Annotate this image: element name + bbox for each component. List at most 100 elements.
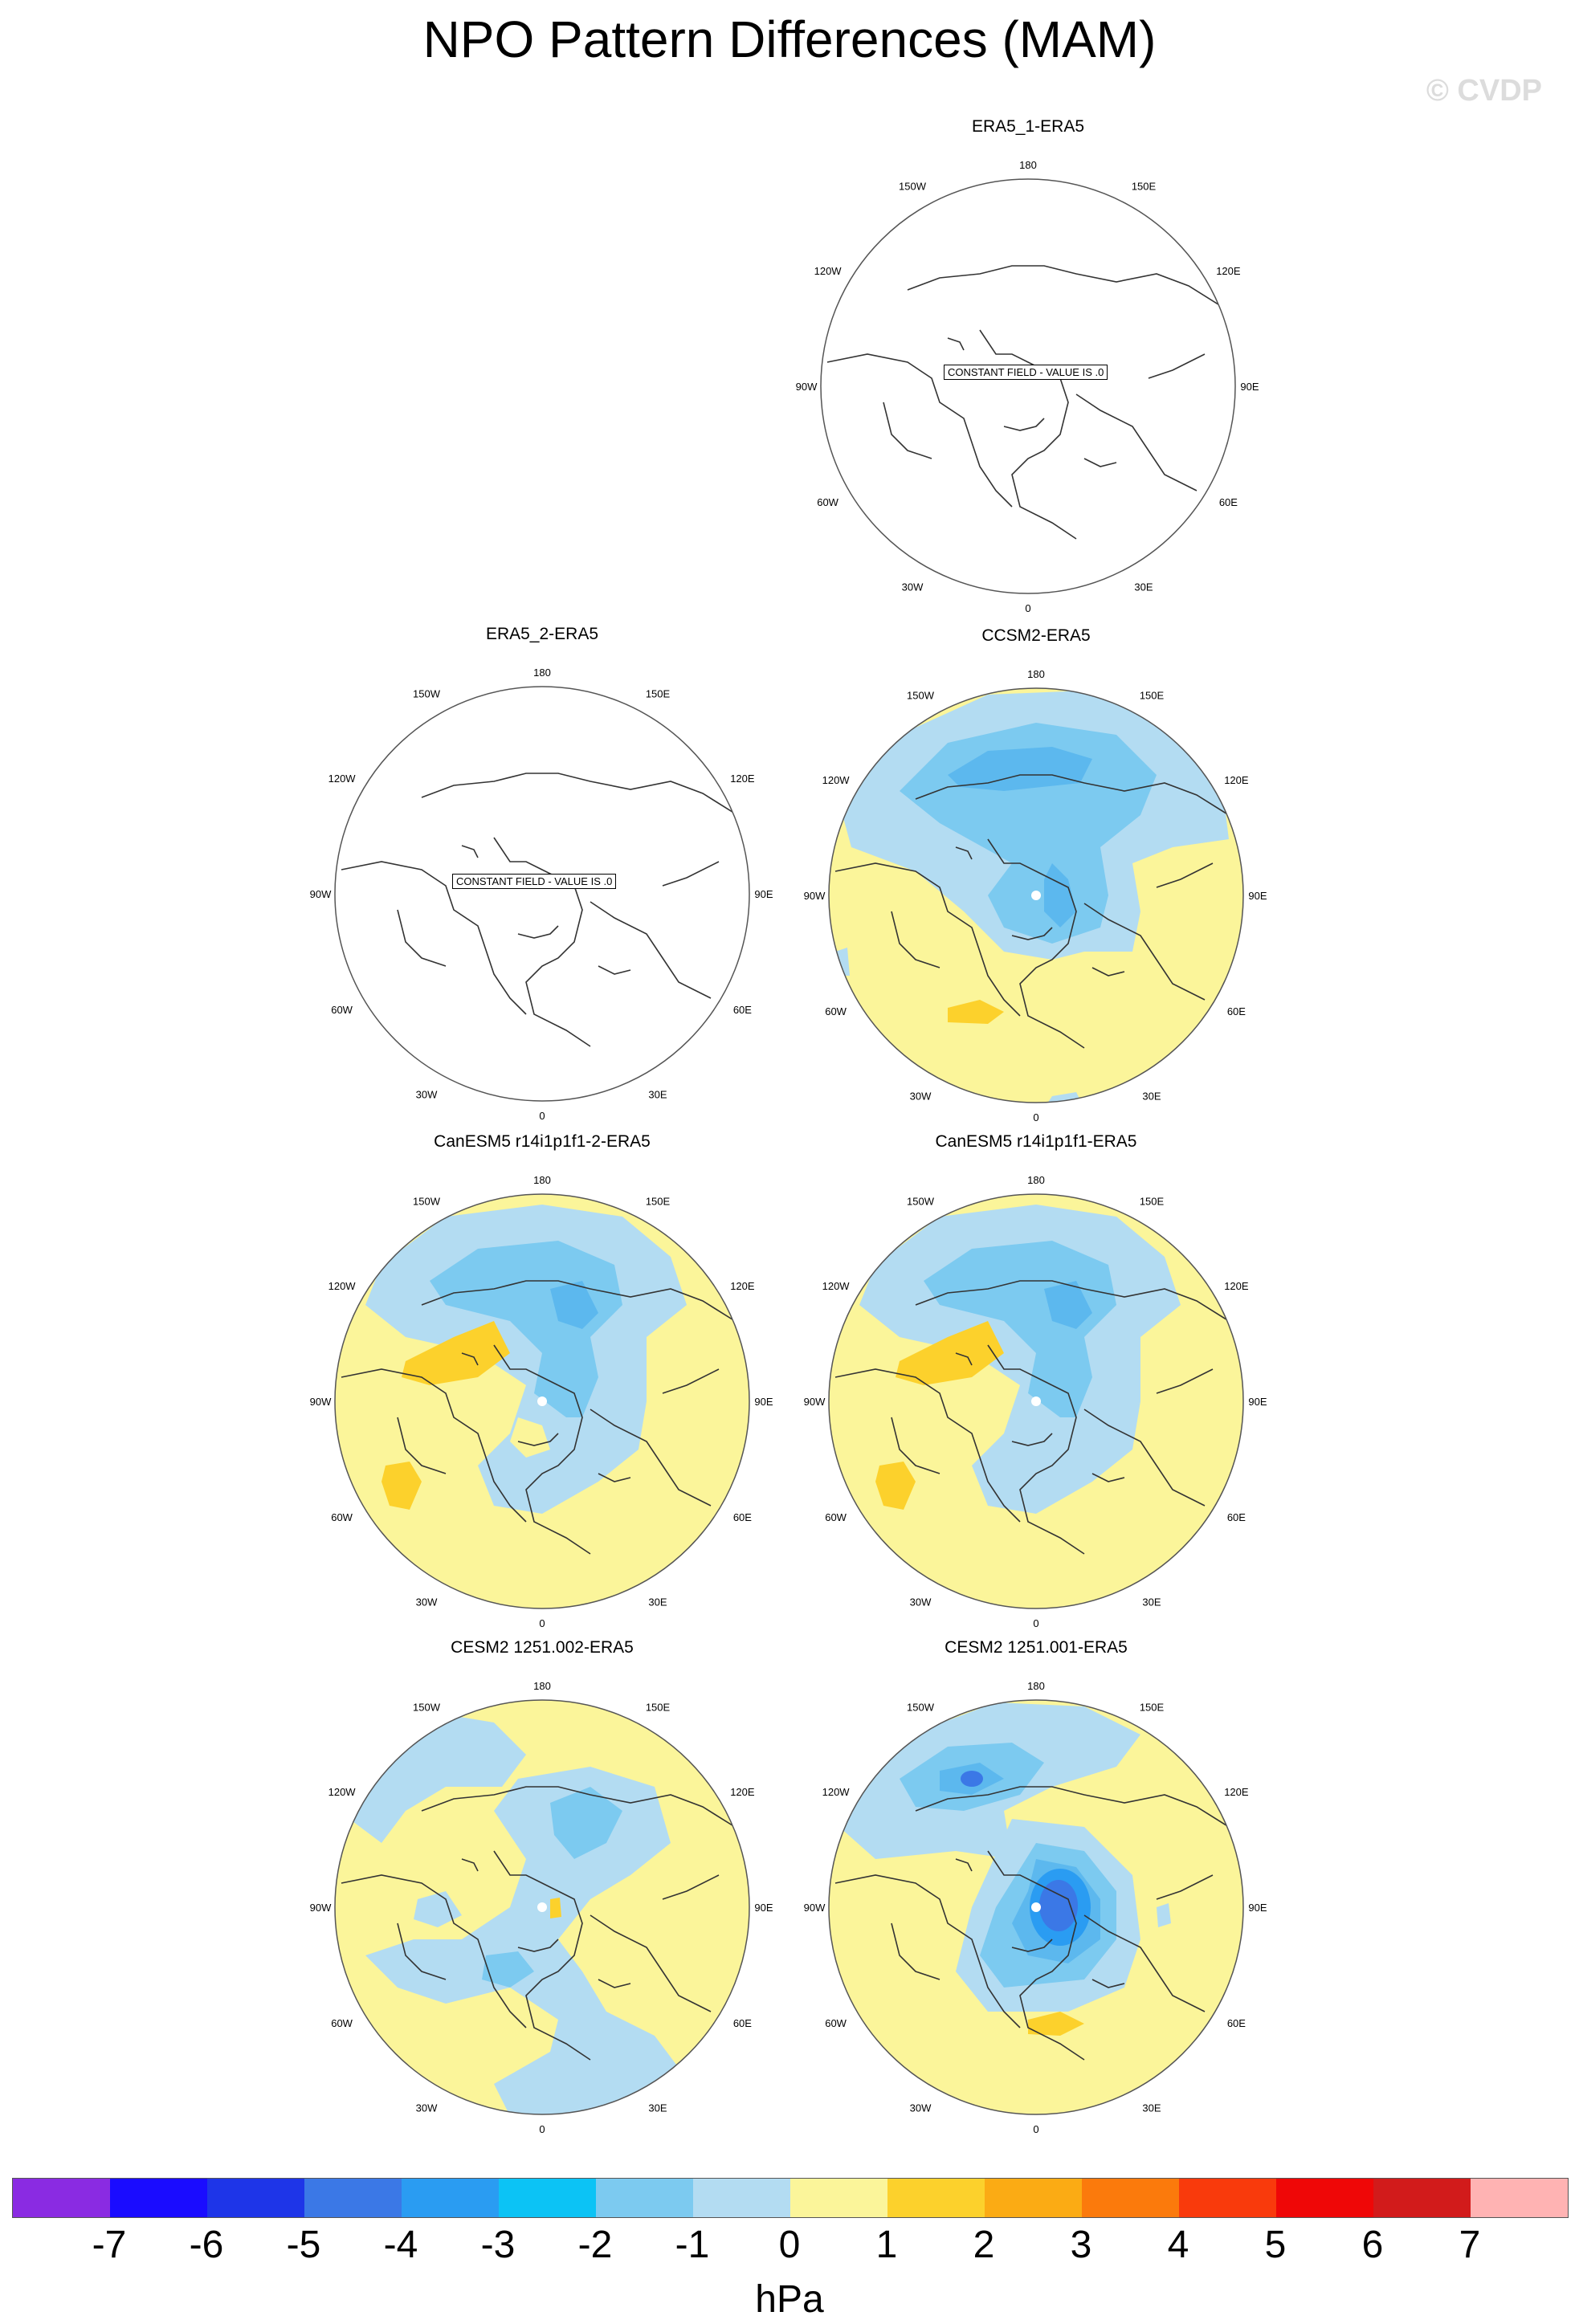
field-layer bbox=[335, 1700, 749, 2114]
panel-cesm2-002: CESM2 1251.002-ERA5 180 150E 120E 90E 60E 30E… bbox=[293, 1638, 791, 2160]
pole-marker bbox=[537, 1396, 547, 1406]
colorbar-tick-label: 1 bbox=[875, 2224, 898, 2266]
field-layer bbox=[335, 1194, 749, 1608]
longitude-label: 0 bbox=[1033, 2123, 1038, 2135]
longitude-label: 90W bbox=[310, 1902, 332, 1914]
longitude-label: 150E bbox=[646, 688, 671, 700]
longitude-label: 30W bbox=[416, 1088, 438, 1100]
coastline bbox=[341, 1874, 527, 2028]
longitude-label: 30E bbox=[648, 1596, 667, 1608]
longitude-label: 120E bbox=[1216, 265, 1241, 277]
field-layer bbox=[829, 1700, 1243, 2114]
longitude-label: 90W bbox=[804, 1396, 826, 1408]
constant-field-label: CONSTANT FIELD - VALUE IS .0 bbox=[452, 874, 617, 889]
coastline bbox=[421, 1786, 736, 1828]
longitude-label: 30E bbox=[1142, 2102, 1161, 2114]
coastline bbox=[915, 1786, 1230, 1828]
colorbar-segment bbox=[1471, 2179, 1568, 2217]
coastline bbox=[834, 1368, 1021, 1523]
coastline bbox=[421, 1280, 736, 1322]
colorbar-segment bbox=[985, 2179, 1082, 2217]
colorbar-segment bbox=[596, 2179, 693, 2217]
panel-canesm5: CanESM5 r14i1p1f1-ERA5 180 150E 120E 90E 60E… bbox=[787, 1132, 1285, 1654]
longitude-label: 120W bbox=[822, 1280, 851, 1292]
coastline bbox=[341, 861, 527, 1015]
longitude-label: 150W bbox=[413, 688, 441, 700]
colorbar-segment bbox=[304, 2179, 402, 2217]
longitude-label: 150E bbox=[646, 1196, 671, 1208]
longitude-label: 30W bbox=[416, 2102, 438, 2114]
coastline bbox=[525, 877, 591, 1047]
panel-era5-2: ERA5_2-ERA5 180 150E 120E 90E 60E 30E 0 30W 60W 9… bbox=[293, 625, 791, 1147]
longitude-label: 60E bbox=[1227, 1511, 1246, 1523]
colorbar-tick-label: 3 bbox=[1070, 2224, 1092, 2266]
contour-fill-neg3 bbox=[550, 1281, 598, 1329]
coastline bbox=[1019, 1890, 1085, 2061]
contour-fill-pos2 bbox=[381, 1462, 422, 1510]
coastline bbox=[1091, 967, 1125, 976]
contour-fill-neg2 bbox=[550, 1787, 622, 1859]
colorbar-segment bbox=[402, 2179, 499, 2217]
longitude-label: 90E bbox=[754, 888, 773, 900]
panel-cesm2-001: CESM2 1251.001-ERA5 180 150E 120E 90E 60E 30E… bbox=[787, 1638, 1285, 2160]
coastline bbox=[590, 1914, 712, 2012]
longitude-label: 90W bbox=[804, 1902, 826, 1914]
contour-fill-neg1 bbox=[365, 1767, 679, 2114]
colorbar-segment bbox=[1082, 2179, 1179, 2217]
longitude-label: 150W bbox=[907, 690, 935, 702]
longitude-label: 150E bbox=[1132, 181, 1157, 193]
colorbar-tick-label: -4 bbox=[383, 2224, 418, 2266]
coastline bbox=[1148, 353, 1206, 379]
colorbar-tick-label: -3 bbox=[480, 2224, 516, 2266]
longitude-label: 120E bbox=[1224, 1786, 1249, 1798]
coastline bbox=[525, 1890, 591, 2061]
map-boundary bbox=[820, 178, 1236, 594]
contour-fill-pos2 bbox=[948, 1000, 1004, 1024]
polar-map: 180 150E 120E 90E 60E 30E 0 30W 60W 90W 120W 150W bbox=[804, 668, 1267, 1123]
coastline bbox=[1019, 879, 1085, 1049]
pole-marker bbox=[1031, 1902, 1041, 1912]
colorbar-segment bbox=[1373, 2179, 1471, 2217]
contour-fill-neg5 bbox=[961, 1771, 983, 1787]
longitude-label: 60W bbox=[331, 1004, 353, 1016]
longitude-label: 0 bbox=[539, 1110, 545, 1122]
coastline bbox=[1083, 1409, 1206, 1507]
coastline bbox=[525, 1384, 591, 1555]
longitude-label: 150W bbox=[413, 1196, 441, 1208]
coastline bbox=[397, 1417, 447, 1474]
coastline bbox=[517, 925, 559, 939]
longitude-label: 90E bbox=[754, 1902, 773, 1914]
longitude-label: 120W bbox=[822, 1786, 851, 1798]
coastline bbox=[955, 846, 973, 860]
coastline bbox=[590, 901, 712, 999]
longitude-label: 0 bbox=[1033, 1111, 1038, 1123]
coastline bbox=[461, 845, 479, 858]
longitude-label: 180 bbox=[1027, 668, 1045, 680]
panel-title: ERA5_1-ERA5 bbox=[971, 117, 1085, 136]
colorbar-segment bbox=[887, 2179, 985, 2217]
coastline bbox=[947, 337, 965, 351]
panel-ccsm2: CCSM2-ERA5 180 150E 120E 90E 60E 30E 0 30W 60W 90… bbox=[787, 626, 1285, 1148]
longitude-label: 120W bbox=[328, 1280, 357, 1292]
panel-title: CESM2 1251.001-ERA5 bbox=[945, 1638, 1128, 1657]
longitude-label: 150E bbox=[1140, 1196, 1165, 1208]
coastline bbox=[834, 1874, 1021, 2028]
polar-map: 180 150E 120E 90E 60E 30E 0 30W 60W 90W 120W 150W bbox=[804, 1680, 1267, 2135]
map-boundary bbox=[334, 686, 750, 1102]
contour-fill-neg3 bbox=[1044, 1281, 1092, 1329]
contour-fill-pos2 bbox=[896, 1321, 1004, 1385]
coastline bbox=[662, 1874, 720, 1900]
coastline bbox=[397, 909, 447, 967]
map-boundary bbox=[828, 1193, 1244, 1609]
contour-fill-neg1 bbox=[414, 1891, 462, 1927]
coastline bbox=[1011, 369, 1077, 540]
longitude-label: 0 bbox=[1033, 1617, 1038, 1629]
field-layer bbox=[829, 1194, 1243, 1608]
longitude-label: 60E bbox=[733, 2017, 752, 2029]
contour-fill-pos1 bbox=[510, 1417, 550, 1458]
longitude-label: 0 bbox=[539, 2123, 545, 2135]
longitude-label: 60E bbox=[1227, 2017, 1246, 2029]
polar-map: 180 150E 120E 90E 60E 30E 0 30W 60W 90W 120W 150W bbox=[310, 1680, 773, 2135]
longitude-label: 30W bbox=[416, 1596, 438, 1608]
coastline bbox=[421, 773, 736, 814]
